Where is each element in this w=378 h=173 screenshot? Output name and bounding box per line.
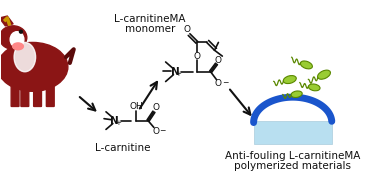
Text: O: O [215, 56, 222, 65]
Text: L-carnitine: L-carnitine [95, 143, 150, 153]
Ellipse shape [0, 26, 27, 49]
FancyBboxPatch shape [21, 86, 29, 106]
FancyBboxPatch shape [46, 86, 54, 106]
Polygon shape [0, 16, 13, 26]
Text: +: + [175, 71, 181, 77]
Ellipse shape [14, 42, 36, 72]
Text: O: O [184, 25, 191, 34]
Text: −: − [160, 126, 166, 135]
Text: +: + [115, 120, 121, 126]
Text: OH: OH [129, 102, 143, 111]
Text: N: N [110, 116, 119, 126]
FancyBboxPatch shape [11, 86, 19, 106]
Text: Anti-fouling L-carnitineMA: Anti-fouling L-carnitineMA [225, 151, 360, 161]
Text: O: O [194, 52, 200, 61]
Ellipse shape [20, 30, 22, 33]
Ellipse shape [318, 70, 330, 79]
Ellipse shape [308, 84, 320, 91]
Ellipse shape [12, 43, 23, 50]
Text: O: O [152, 103, 160, 112]
Text: O: O [215, 79, 222, 88]
Text: N: N [171, 67, 180, 77]
Ellipse shape [283, 76, 296, 84]
Ellipse shape [10, 32, 24, 47]
Polygon shape [11, 40, 31, 63]
Text: O: O [152, 127, 160, 136]
FancyBboxPatch shape [34, 86, 42, 106]
Text: monomer: monomer [125, 24, 175, 34]
Ellipse shape [0, 42, 68, 91]
Ellipse shape [301, 61, 312, 69]
FancyBboxPatch shape [254, 121, 332, 144]
Ellipse shape [291, 91, 302, 98]
Text: −: − [222, 78, 228, 87]
Text: L-carnitineMA: L-carnitineMA [114, 14, 186, 24]
Text: polymerized materials: polymerized materials [234, 161, 351, 171]
